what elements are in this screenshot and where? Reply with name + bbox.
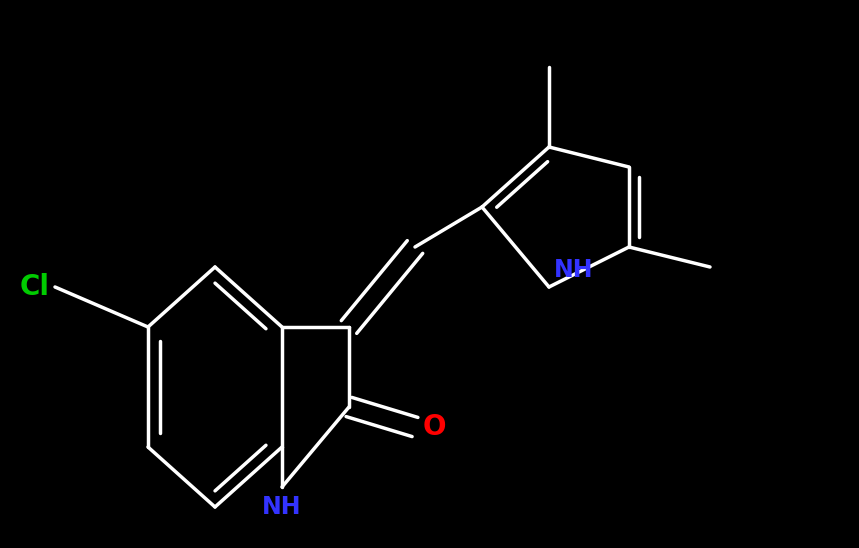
Text: NH: NH	[554, 258, 594, 282]
Text: O: O	[423, 413, 447, 441]
Text: Cl: Cl	[20, 273, 50, 301]
Text: NH: NH	[262, 495, 302, 519]
